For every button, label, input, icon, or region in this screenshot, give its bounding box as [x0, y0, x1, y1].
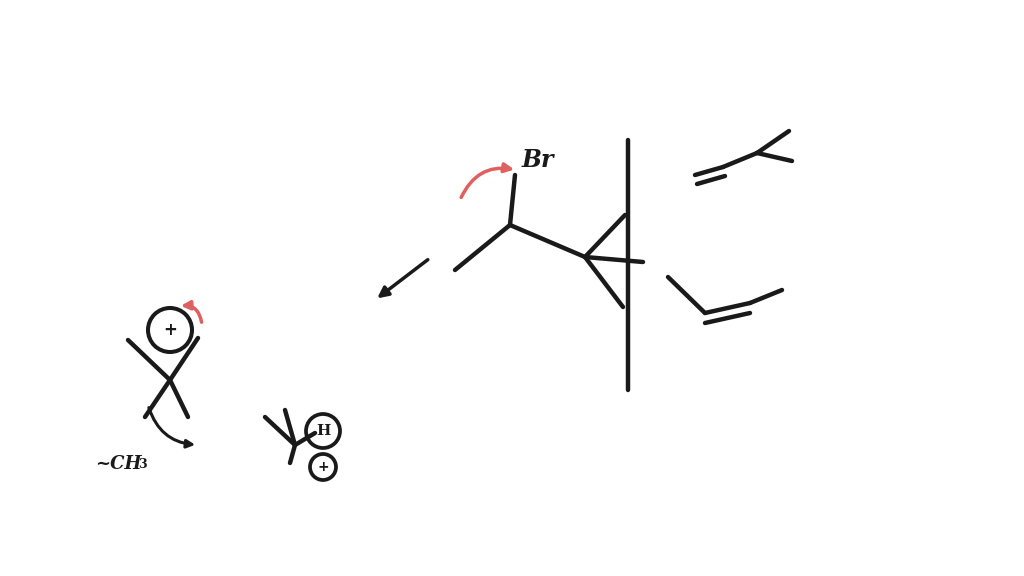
FancyArrowPatch shape	[184, 302, 202, 322]
Text: +: +	[163, 321, 177, 339]
Text: ~CH: ~CH	[95, 455, 141, 473]
Text: Br: Br	[522, 148, 555, 172]
Text: H: H	[315, 424, 330, 438]
Text: +: +	[317, 460, 329, 474]
FancyArrowPatch shape	[461, 164, 510, 198]
Text: 3: 3	[138, 458, 146, 471]
